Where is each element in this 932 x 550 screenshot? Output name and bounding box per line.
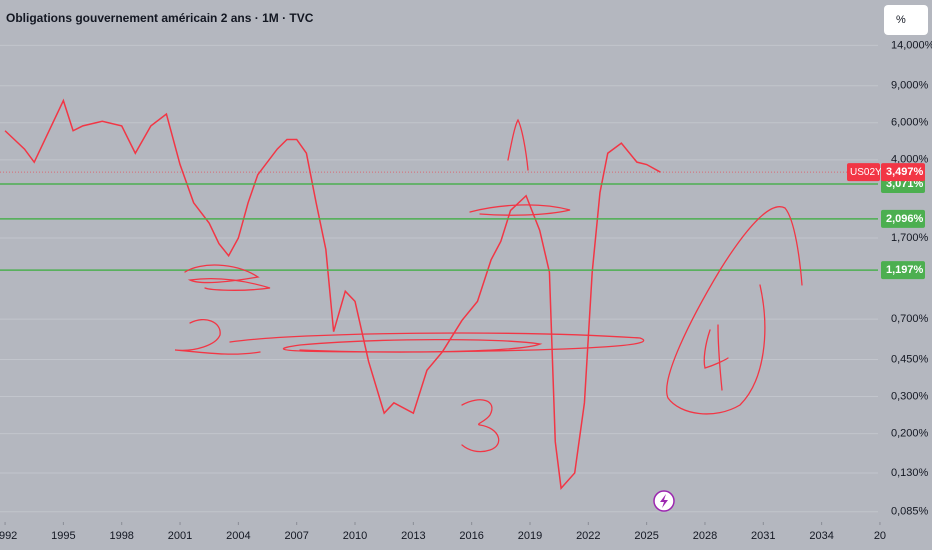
drawing-scribble <box>469 204 571 216</box>
y-tick-label: 1,700% <box>891 232 929 244</box>
drawing-scribble <box>184 264 271 291</box>
level-label-bg <box>881 209 925 228</box>
y-tick-label: 9,000% <box>891 80 929 92</box>
drawing-1 <box>507 118 529 171</box>
last-price-bg <box>881 163 925 182</box>
drawing-arrow <box>666 206 803 415</box>
series-name: US02Y <box>850 167 882 178</box>
price-line <box>4 98 661 490</box>
x-tick-label: 1992 <box>0 530 17 542</box>
scale-button[interactable]: % <box>896 14 906 26</box>
x-tick-label: 2031 <box>751 530 775 542</box>
y-tick-label: 0,450% <box>891 353 929 365</box>
x-tick-label: 2007 <box>284 530 308 542</box>
drawing-4 <box>703 324 729 391</box>
chart-title: Obligations gouvernement américain 2 ans… <box>6 11 314 25</box>
x-tick-label: 2022 <box>576 530 600 542</box>
y-tick-label: 4,000% <box>891 154 929 166</box>
y-tick-label: 6,000% <box>891 117 929 129</box>
x-tick-label: 2010 <box>343 530 367 542</box>
x-tick-label: 1998 <box>109 530 133 542</box>
y-tick-label: 0,300% <box>891 390 929 402</box>
level-label: 2,096% <box>886 213 924 225</box>
scale-button-bg[interactable] <box>884 5 928 35</box>
x-tick-label: 2034 <box>809 530 833 542</box>
y-tick-label: 14,000% <box>891 39 932 51</box>
x-tick-label: 2013 <box>401 530 425 542</box>
x-tick-label: 2001 <box>168 530 192 542</box>
x-tick-label: 2016 <box>459 530 483 542</box>
drawing-3 <box>461 399 500 453</box>
y-tick-label: 0,700% <box>891 313 929 325</box>
series-name-bg <box>847 163 880 182</box>
x-tick-label: 2019 <box>518 530 542 542</box>
lightning-icon[interactable] <box>653 490 675 512</box>
drawing-scribble <box>229 332 645 353</box>
level-label: 1,197% <box>886 264 924 276</box>
x-tick-label: 2004 <box>226 530 250 542</box>
x-tick-label: 2025 <box>634 530 658 542</box>
last-price-label: 3,497% <box>886 166 924 178</box>
x-tick-label: 2028 <box>693 530 717 542</box>
x-tick-label: 20 <box>874 530 886 542</box>
y-tick-label: 0,130% <box>891 467 929 479</box>
x-tick-label: 1995 <box>51 530 75 542</box>
plot <box>0 44 881 525</box>
level-label-bg <box>881 261 925 280</box>
icon-bolt[interactable] <box>660 494 668 508</box>
drawing-2 <box>174 319 261 355</box>
hand-drawings <box>174 118 803 453</box>
y-tick-label: 0,200% <box>891 427 929 439</box>
y-tick-label: 0,085% <box>891 506 929 518</box>
